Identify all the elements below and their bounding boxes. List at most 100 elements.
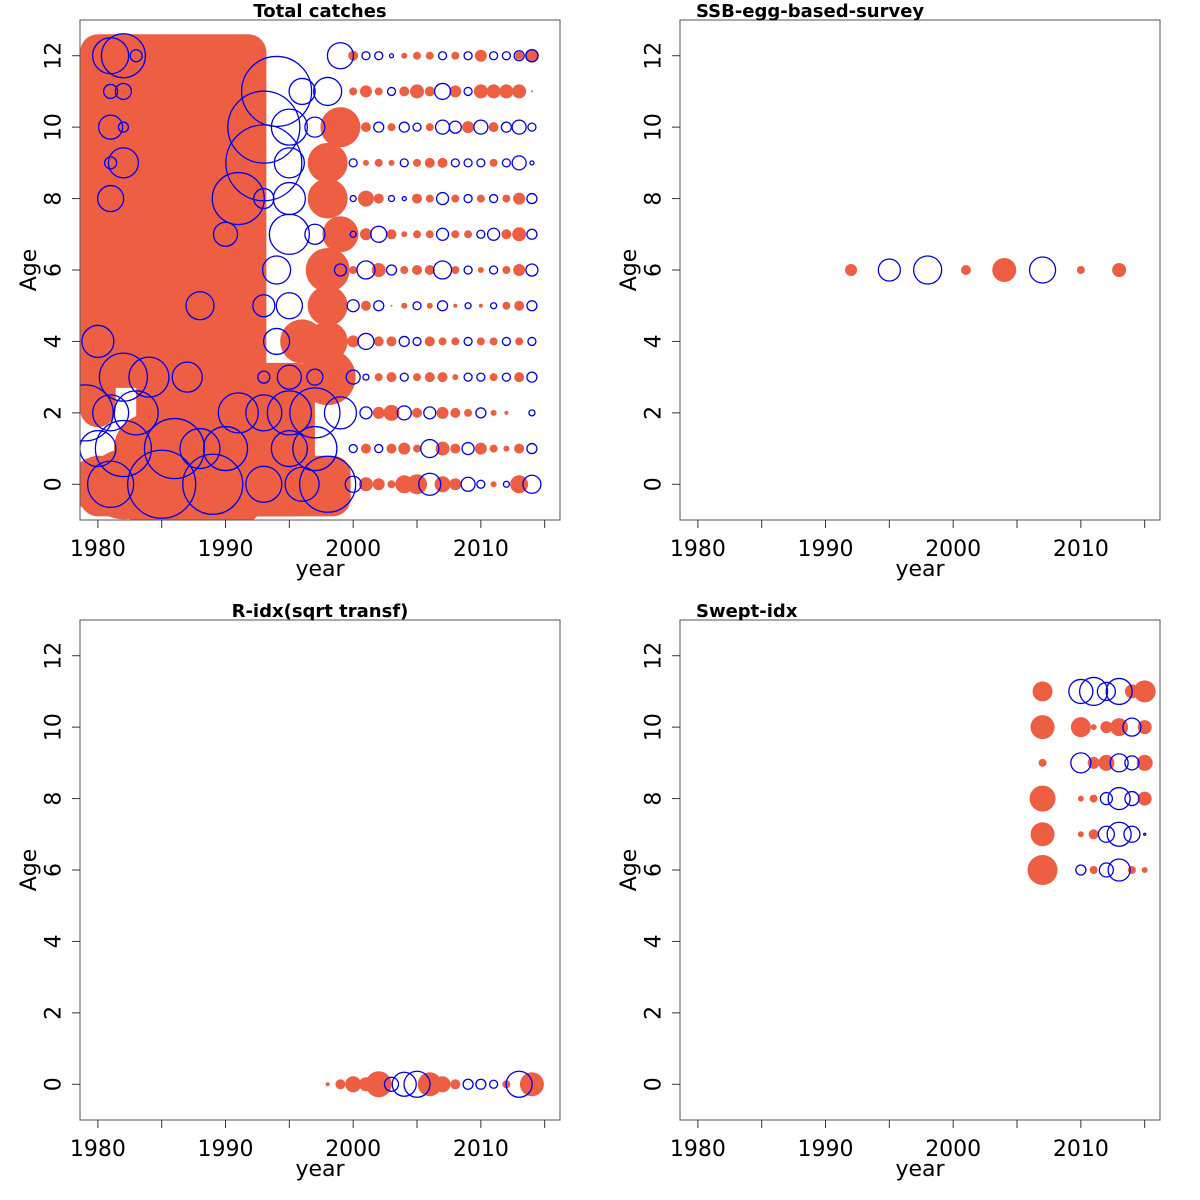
negative-residual-bubble [526, 228, 538, 240]
negative-residual-bubble [306, 368, 324, 386]
negative-residual-bubble [527, 122, 537, 132]
y-tick-label: 0 [42, 1077, 67, 1091]
y-tick-label: 2 [42, 406, 67, 420]
negative-residual-bubble [127, 449, 197, 519]
positive-residual-bubble [1038, 758, 1047, 767]
positive-residual-bubble [386, 443, 397, 454]
x-tick-label: 1990 [198, 1137, 254, 1162]
x-tick-label: 1980 [70, 537, 126, 562]
negative-residual-bubble [435, 227, 450, 241]
negative-residual-bubble [476, 158, 486, 168]
negative-residual-bubble [268, 213, 311, 255]
negative-residual-bubble [502, 480, 511, 488]
axes: 1980 1990 2000 2010 0 2 4 6 8 10 12 [42, 42, 546, 562]
positive-residual-bubble [992, 258, 1017, 282]
y-tick-label: 10 [642, 113, 667, 141]
positive-residual-bubble [307, 285, 348, 326]
positive-residual-bubble [347, 335, 360, 348]
positive-residual-bubble [371, 263, 386, 277]
negative-residual-bubble [257, 370, 271, 384]
positive-residual-bubble [299, 349, 356, 406]
negative-residual-bubble [102, 83, 119, 100]
positive-residual-bubble [524, 48, 539, 63]
positive-residual-bubble [502, 194, 511, 203]
negative-residual-bubble [476, 479, 486, 489]
negative-residual-bubble [388, 53, 395, 59]
x-axis-label: year [295, 1157, 345, 1182]
negative-residual-bubble [420, 438, 440, 459]
negative-residual-bubble [97, 114, 124, 140]
negative-residual-bubble [261, 255, 292, 285]
negative-residual-bubble [275, 292, 304, 320]
negative-residual-bubble [528, 409, 536, 417]
axes: 1980 1990 2000 2010 0 2 4 6 8 10 12 [642, 42, 1146, 562]
negative-residual-bubble [412, 336, 422, 347]
positive-residual-bubble [1032, 681, 1053, 702]
positive-residual-bubble [401, 52, 408, 59]
positive-residual-bubble [386, 229, 397, 240]
negative-residual-bubble [359, 406, 373, 420]
negative-residual-bubble [91, 394, 130, 432]
negative-residual-bubble [501, 372, 512, 382]
negative-residual-bubble [399, 158, 409, 168]
positive-residual-bubble [1136, 754, 1153, 771]
negative-residual-bubble [463, 265, 473, 275]
positive-residual-bubble [372, 478, 385, 491]
axes: 1980 1990 2000 2010 0 2 4 6 8 10 12 [42, 642, 546, 1162]
positive-residual-bubble [1077, 831, 1084, 838]
negative-residual-bubble [98, 352, 149, 402]
positive-residual-bubble [398, 442, 411, 455]
negative-residual-bubble [463, 193, 473, 204]
positive-residual-bubble [388, 159, 395, 166]
negative-residual-bubble [501, 336, 512, 347]
positive-residual-bubble [349, 266, 358, 274]
positive-residual-bubble [449, 85, 462, 98]
negative-residual-bubble [80, 384, 114, 442]
residual-bubbles [325, 1070, 544, 1098]
negative-residual-bubble [1096, 681, 1117, 702]
y-axis-label: Age [617, 249, 642, 292]
negative-residual-bubble [913, 255, 943, 285]
positive-residual-bubble [437, 372, 448, 383]
negative-residual-bubble [100, 33, 147, 79]
negative-residual-bubble [344, 475, 362, 493]
y-tick-label: 12 [642, 42, 667, 70]
negative-residual-bubble [473, 119, 489, 135]
positive-residual-bubble [435, 441, 450, 456]
negative-residual-bubble [349, 230, 357, 238]
negative-residual-bubble [103, 156, 118, 170]
negative-residual-bubble [475, 407, 487, 419]
negative-residual-bubble [403, 1070, 431, 1098]
positive-residual-bubble [424, 336, 435, 347]
negative-residual-bubble [522, 474, 542, 494]
y-tick-label: 6 [42, 863, 67, 877]
positive-residual-bubble [359, 228, 372, 241]
positive-residual-bubble [489, 158, 498, 167]
negative-residual-bubble [1075, 864, 1087, 876]
positive-residual-bubble [325, 1082, 330, 1087]
positive-residual-bubble [424, 86, 435, 97]
negative-residual-bubble [284, 466, 320, 502]
negative-residual-bubble [529, 160, 535, 166]
x-tick-label: 2000 [925, 537, 981, 562]
positive-residual-bubble [400, 266, 409, 274]
positive-residual-bubble [373, 336, 384, 347]
positive-residual-bubble [1077, 795, 1084, 802]
positive-residual-bubble [451, 51, 460, 60]
negative-residual-bubble [385, 264, 398, 276]
negative-residual-bubble [361, 51, 371, 61]
positive-residual-bubble [1030, 715, 1055, 740]
negative-residual-bubble [357, 332, 375, 351]
positive-residual-bubble [425, 194, 434, 203]
negative-residual-bubble [432, 260, 453, 280]
negative-residual-bubble [436, 300, 449, 312]
negative-residual-bubble [373, 300, 385, 312]
positive-residual-bubble [503, 445, 510, 452]
positive-residual-bubble [450, 1079, 461, 1090]
positive-residual-bubble [1076, 266, 1085, 274]
positive-residual-bubble [473, 84, 488, 99]
x-tick-label: 1990 [798, 537, 854, 562]
negative-residual-bubble [505, 1070, 533, 1098]
positive-residual-bubble [425, 51, 434, 60]
